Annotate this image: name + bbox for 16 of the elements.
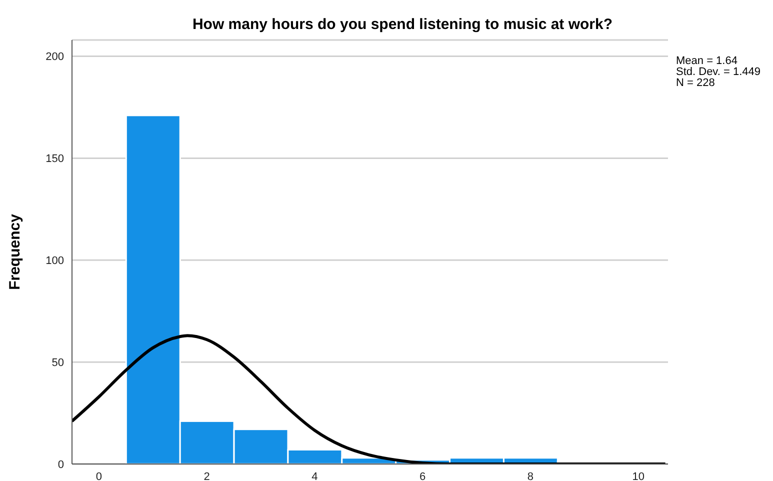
y-axis-title: Frequency (6, 213, 24, 290)
x-tick-label: 0 (96, 470, 102, 481)
y-tick-label: 50 (52, 356, 64, 369)
x-tick-label: 4 (312, 470, 318, 481)
x-tick-label: 2 (204, 470, 210, 481)
y-tick-label: 150 (46, 153, 64, 166)
x-tick-label: 8 (527, 470, 534, 481)
chart-title: How many hours do you spend listening to music at work? (191, 16, 614, 33)
x-tick-label: 10 (632, 470, 644, 481)
text: Mean = 1.64 (676, 55, 738, 67)
y-tick-label: 0 (58, 458, 64, 471)
x-tick-label: 6 (420, 470, 426, 481)
text: N = 228 (676, 77, 716, 89)
y-tick-label: 100 (46, 255, 64, 268)
text: Std. Dev. = 1.449 (676, 66, 760, 78)
y-tick-label: 200 (46, 51, 64, 64)
